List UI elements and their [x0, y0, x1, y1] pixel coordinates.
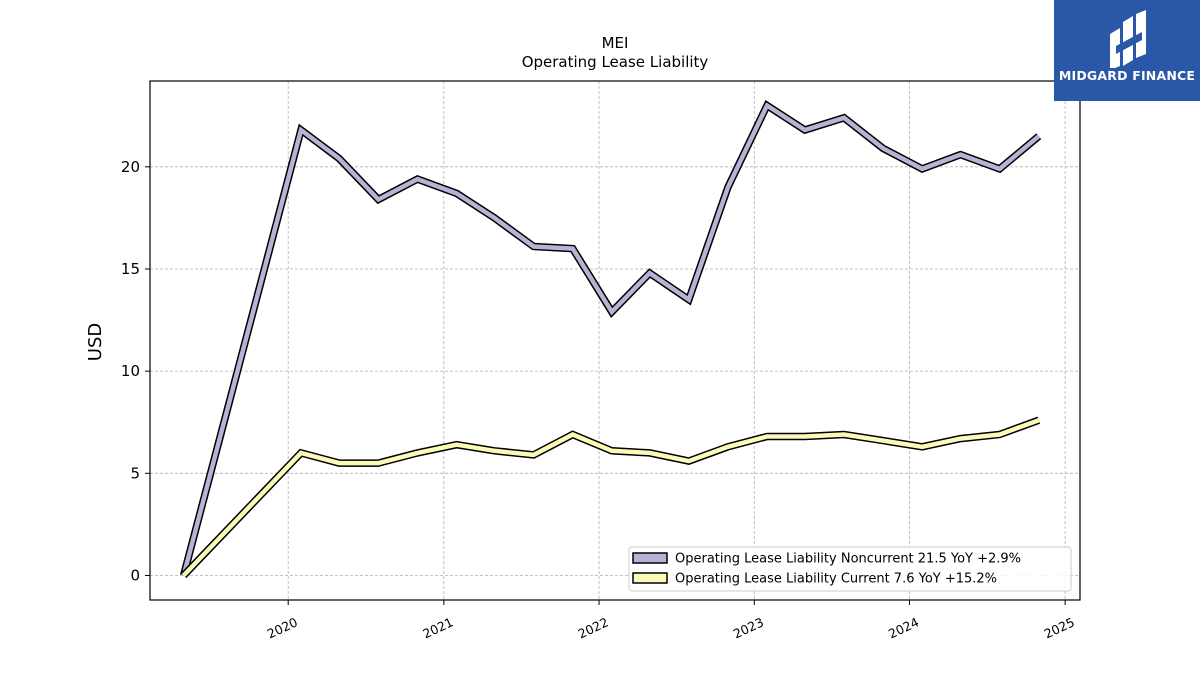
plot-frame: [149, 80, 1081, 601]
chart-subtitle: Operating Lease Liability: [522, 53, 709, 71]
series-line-2: [181, 418, 1040, 578]
legend-label-1: Operating Lease Liability Noncurrent 21.…: [675, 552, 1021, 567]
legend-swatch-1: [632, 552, 668, 564]
brand-logo-icon: [1110, 10, 1146, 68]
legend-box: [628, 546, 1072, 592]
x-tick-label: 2025: [1042, 614, 1077, 641]
x-tick-label: 2021: [420, 614, 455, 641]
y-axis-label: USD: [85, 323, 106, 361]
x-axis-ticks: 2020 2021 2022 2023 2024 2025: [265, 600, 1077, 641]
x-tick-label: 2024: [886, 614, 921, 641]
series-line-1: [181, 102, 1041, 577]
x-tick-label: 2022: [576, 614, 611, 641]
chart-title: MEI: [602, 34, 629, 52]
y-tick-label: 10: [121, 362, 140, 380]
y-tick-label: 20: [121, 158, 140, 176]
y-tick-label: 0: [130, 566, 140, 584]
legend-swatch-2: [632, 572, 668, 584]
brand-logo-text: MIDGARD FINANCE: [1058, 68, 1196, 83]
legend-label-2: Operating Lease Liability Current 7.6 Yo…: [675, 572, 997, 587]
series-outline-1: [179, 100, 1042, 577]
y-axis-ticks: 0 5 10 15 20: [121, 158, 150, 584]
brand-logo: MIDGARD FINANCE: [1054, 0, 1200, 101]
x-tick-label: 2020: [265, 614, 300, 641]
series-lines: [179, 100, 1042, 579]
y-tick-label: 5: [130, 464, 140, 482]
legend: Operating Lease Liability Noncurrent 21.…: [628, 546, 1072, 592]
x-tick-label: 2023: [731, 614, 766, 641]
y-tick-label: 15: [121, 260, 140, 278]
grid-lines: [150, 81, 1080, 600]
